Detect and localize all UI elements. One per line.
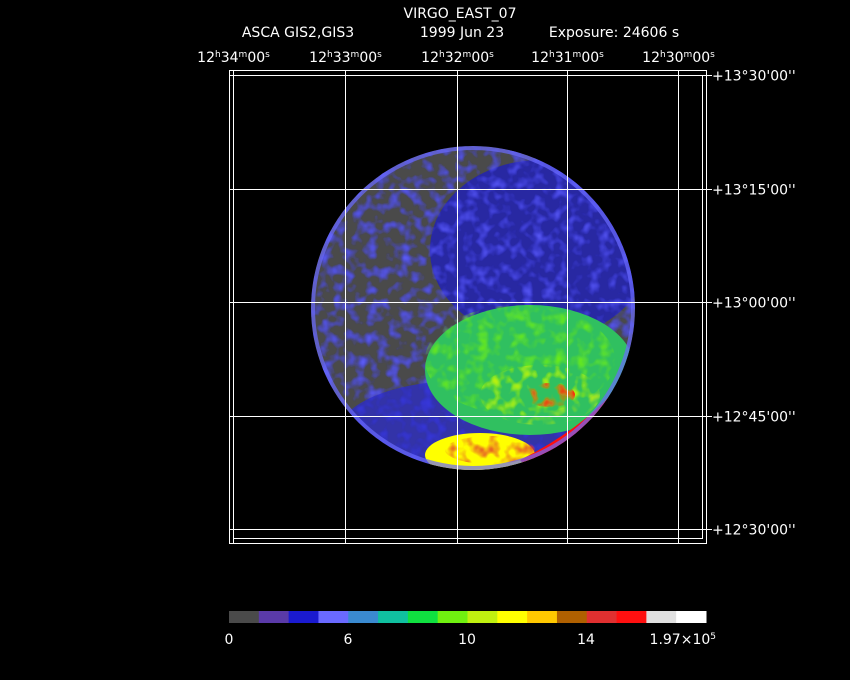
color-swatch bbox=[407, 611, 439, 623]
color-swatch bbox=[586, 611, 618, 623]
colorbar-label: 10 bbox=[458, 632, 476, 648]
color-swatch bbox=[348, 611, 379, 623]
label-part: 1.97×10 bbox=[650, 632, 711, 648]
instrument: ASCA GIS2,GIS3 bbox=[242, 25, 354, 41]
color-swatch bbox=[318, 611, 349, 623]
label-part: 00 bbox=[581, 50, 599, 66]
colorbar-label: 6 bbox=[344, 632, 353, 648]
superscript: m bbox=[684, 50, 693, 60]
color-swatch bbox=[556, 611, 588, 623]
title: VIRGO_EAST_07 bbox=[404, 6, 517, 22]
colorbar: 0 6 10 14 1.97×105 bbox=[225, 611, 716, 648]
superscript: h bbox=[439, 50, 445, 60]
color-swatch bbox=[646, 611, 677, 623]
color-swatch bbox=[467, 611, 498, 623]
dec-label: +13°15'00'' bbox=[712, 183, 796, 199]
color-swatch bbox=[497, 611, 528, 623]
color-swatch bbox=[676, 611, 707, 623]
date: 1999 Jun 23 bbox=[420, 25, 504, 41]
label-part: 6 bbox=[344, 632, 353, 648]
colorbar-label: 0 bbox=[225, 632, 234, 648]
ra-label: 12h34m00s bbox=[197, 50, 270, 66]
superscript: h bbox=[327, 50, 333, 60]
axis-labels: 12h34m00s 12h33m00s 12h32m00s 12h31m00s 12h3… bbox=[197, 50, 796, 539]
label-part: 12 bbox=[197, 50, 215, 66]
label-part: 14 bbox=[577, 632, 595, 648]
label-part: 32 bbox=[445, 50, 463, 66]
ra-label: 12h31m00s bbox=[531, 50, 604, 66]
dec-label: +13°00'00'' bbox=[712, 296, 796, 312]
superscript: h bbox=[549, 50, 555, 60]
label-part: 33 bbox=[333, 50, 351, 66]
label-part: 00 bbox=[247, 50, 265, 66]
superscript: s bbox=[377, 50, 382, 60]
ra-label: 12h32m00s bbox=[421, 50, 494, 66]
label-part: 12 bbox=[421, 50, 439, 66]
color-swatch bbox=[258, 611, 290, 623]
label-part: 00 bbox=[359, 50, 377, 66]
label-part: 12 bbox=[642, 50, 660, 66]
superscript: s bbox=[265, 50, 270, 60]
ra-label: 12h30m00s bbox=[642, 50, 715, 66]
label-part: 00 bbox=[692, 50, 710, 66]
label-part: 30 bbox=[666, 50, 684, 66]
superscript: h bbox=[660, 50, 666, 60]
color-swatch bbox=[437, 611, 468, 623]
superscript: m bbox=[239, 50, 248, 60]
label-part: 12 bbox=[309, 50, 327, 66]
label-part: 34 bbox=[221, 50, 239, 66]
superscript: s bbox=[599, 50, 604, 60]
color-swatch bbox=[527, 611, 558, 623]
superscript: h bbox=[215, 50, 221, 60]
coordinate-grid bbox=[229, 70, 706, 543]
dec-label: +13°30'00'' bbox=[712, 69, 796, 85]
label-part: 10 bbox=[458, 632, 476, 648]
superscript: s bbox=[710, 50, 715, 60]
ra-label: 12h33m00s bbox=[309, 50, 382, 66]
label-part: 12 bbox=[531, 50, 549, 66]
dec-label: +12°30'00'' bbox=[712, 523, 796, 539]
superscript: m bbox=[463, 50, 472, 60]
color-swatch bbox=[616, 611, 647, 623]
label-part: 0 bbox=[225, 632, 234, 648]
superscript: m bbox=[573, 50, 582, 60]
superscript: 5 bbox=[710, 632, 716, 642]
dec-label: +12°45'00'' bbox=[712, 410, 796, 426]
superscript: m bbox=[351, 50, 360, 60]
color-swatch bbox=[229, 611, 260, 623]
colorbar-label: 1.97×105 bbox=[650, 632, 716, 648]
label-part: 31 bbox=[555, 50, 573, 66]
exposure: Exposure: 24606 s bbox=[549, 25, 679, 41]
color-swatch bbox=[378, 611, 409, 623]
label-part: 00 bbox=[471, 50, 489, 66]
superscript: s bbox=[489, 50, 494, 60]
colorbar-label: 14 bbox=[577, 632, 595, 648]
color-swatch bbox=[288, 611, 319, 623]
